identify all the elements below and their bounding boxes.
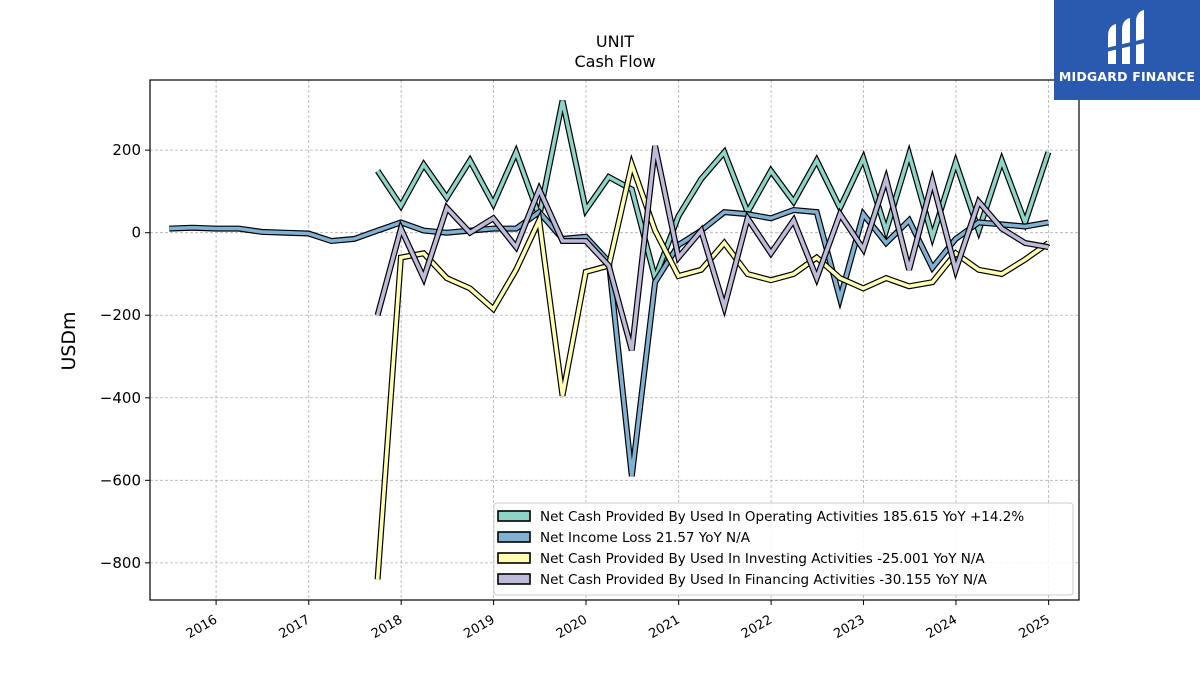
y-tick-label: 200 [112, 141, 141, 159]
series-line [376, 100, 1051, 285]
legend-entry: Net Cash Provided By Used In Financing A… [540, 572, 988, 588]
x-tick-label: 2018 [369, 612, 405, 642]
y-axis-label: USDm [58, 311, 80, 370]
x-tick-label: 2021 [647, 612, 683, 642]
legend: Net Cash Provided By Used In Operating A… [493, 502, 1074, 596]
brand-name: MIDGARD FINANCE [1058, 69, 1196, 84]
y-tick-label: −200 [100, 306, 141, 324]
series-line [375, 145, 1049, 351]
chart-subtitle: Cash Flow [574, 52, 655, 71]
series-1 [375, 99, 1052, 288]
x-tick-label: 2023 [831, 612, 867, 642]
series-4 [374, 145, 1049, 352]
chart-title: UNIT [596, 32, 634, 51]
x-tick-label: 2020 [554, 612, 590, 642]
y-tick-label: −800 [100, 554, 141, 572]
plot-frame [149, 79, 1080, 601]
legend-entry: Net Cash Provided By Used In Operating A… [540, 509, 1024, 525]
series-line [375, 158, 1050, 580]
legend-swatch [497, 573, 531, 585]
brand-logo: MIDGARD FINANCE [1054, 0, 1200, 100]
x-tick-label: 2022 [739, 612, 775, 642]
x-tick-label: 2017 [277, 612, 313, 642]
x-tick-label: 2024 [924, 612, 960, 642]
series-layer [169, 99, 1052, 580]
x-tick-label: 2025 [1016, 612, 1052, 642]
y-tick-label: 0 [131, 224, 141, 242]
legend-entry: Net Income Loss 21.57 YoY N/A [540, 530, 751, 546]
legend-swatch [497, 552, 531, 564]
legend-entry: Net Cash Provided By Used In Investing A… [540, 551, 985, 567]
legend-swatch [497, 510, 531, 522]
brand-mark-icon [1106, 10, 1148, 64]
y-tick-label: −400 [100, 389, 141, 407]
series-3 [374, 153, 1051, 580]
x-tick-label: 2019 [461, 612, 497, 642]
x-tick-label: 2016 [184, 612, 220, 642]
y-tick-label: −600 [100, 471, 141, 489]
legend-box [493, 502, 1074, 596]
legend-swatch [497, 531, 531, 543]
